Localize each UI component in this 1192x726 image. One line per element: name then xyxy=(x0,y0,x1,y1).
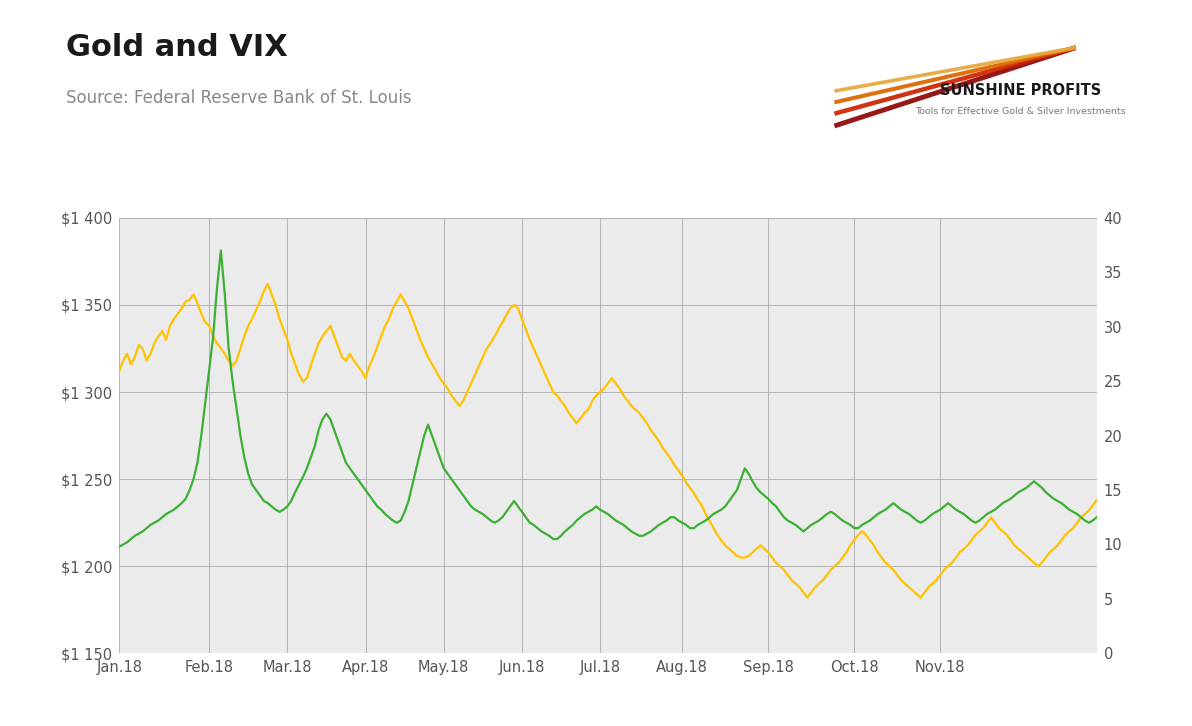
Text: Tools for Effective Gold & Silver Investments: Tools for Effective Gold & Silver Invest… xyxy=(915,107,1125,116)
Text: SUNSHINE PROFITS: SUNSHINE PROFITS xyxy=(939,83,1101,99)
Text: Gold and VIX: Gold and VIX xyxy=(66,33,287,62)
Text: Source: Federal Reserve Bank of St. Louis: Source: Federal Reserve Bank of St. Loui… xyxy=(66,89,411,107)
